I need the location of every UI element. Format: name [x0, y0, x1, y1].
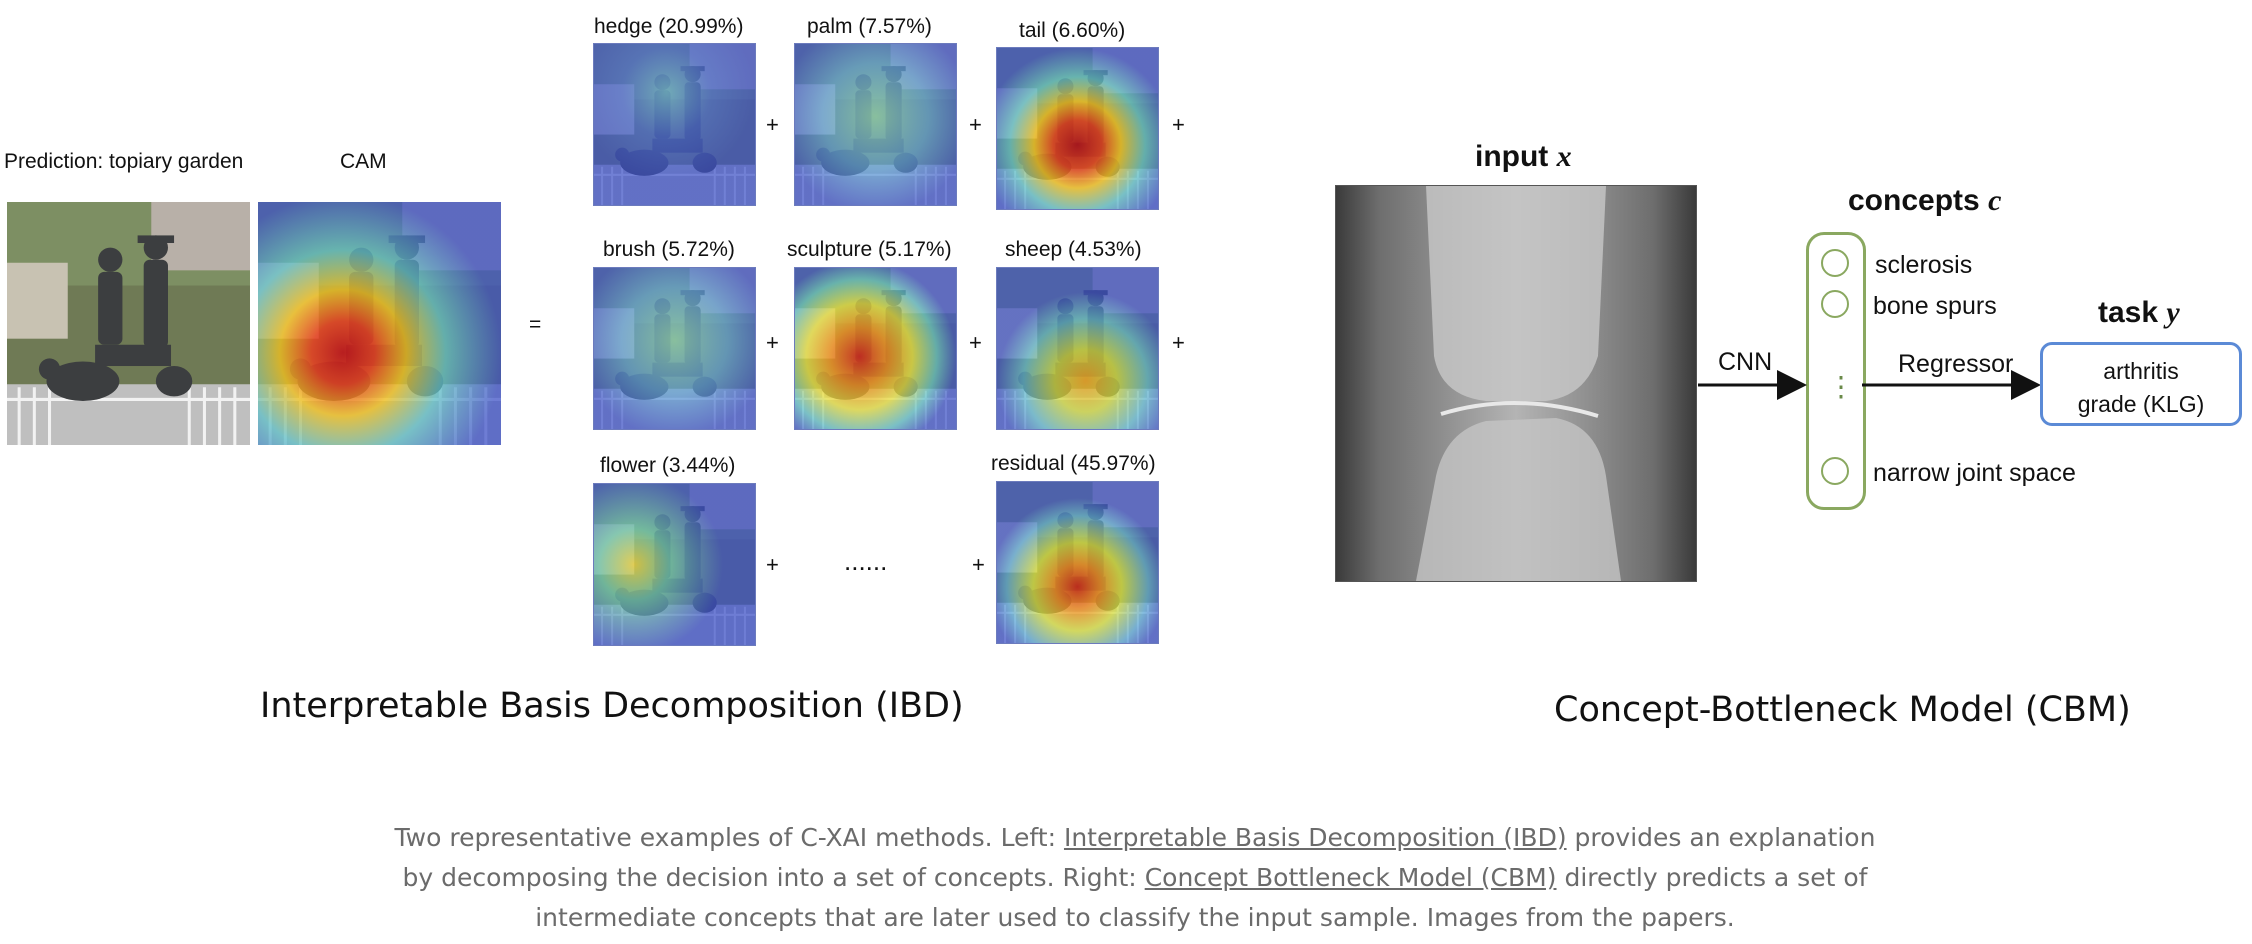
tile-label-hedge: hedge (20.99%): [594, 15, 744, 38]
plus-sign: +: [766, 330, 779, 355]
tile-flower: [593, 483, 756, 646]
concept-node: [1821, 457, 1849, 485]
ibd-link[interactable]: Interpretable Basis Decomposition (IBD): [1063, 823, 1567, 852]
tile-residual: [996, 481, 1159, 644]
plus-sign: +: [766, 552, 779, 577]
concept-narrow-joint-space: narrow joint space: [1873, 459, 2076, 487]
task-output-line2: grade (KLG): [2077, 391, 2205, 417]
tile-sculpture: [794, 267, 957, 430]
tile-label-residual: residual (45.97%): [991, 452, 1156, 475]
concept-node: [1821, 290, 1849, 318]
tile-label-sculpture: sculpture (5.17%): [787, 238, 952, 261]
tile-label-brush: brush (5.72%): [603, 238, 735, 261]
plus-sign: +: [1172, 330, 1185, 355]
plus-sign: +: [972, 552, 985, 577]
caption-text: directly predicts a set of intermediate …: [535, 863, 1868, 932]
ibd-title: Interpretable Basis Decomposition (IBD): [260, 686, 964, 726]
concept-bone-spurs: bone spurs: [1873, 292, 1997, 320]
vertical-ellipsis: ⋮: [1827, 371, 1855, 402]
cbm-link[interactable]: Concept Bottleneck Model (CBM): [1144, 863, 1557, 892]
cam-label: CAM: [340, 150, 387, 173]
prediction-label: Prediction: topiary garden: [4, 150, 244, 173]
knee-xray: [1335, 185, 1697, 582]
caption-text: provides an explanation by decomposing t…: [402, 823, 1876, 892]
tile-label-flower: flower (3.44%): [600, 454, 736, 477]
plus-sign: +: [969, 330, 982, 355]
task-output-line1: arthritis: [2103, 358, 2179, 384]
task-output-box: arthritis grade (KLG): [2040, 342, 2242, 426]
caption-text: Two representative examples of C-XAI met…: [394, 823, 1064, 852]
tile-tail: [996, 47, 1159, 210]
tile-brush: [593, 267, 756, 430]
regressor-label: Regressor: [1898, 350, 2014, 378]
tile-hedge: [593, 43, 756, 206]
plus-sign: +: [969, 112, 982, 137]
input-photo: [7, 202, 250, 445]
task-label: task y: [2098, 296, 2180, 329]
tile-label-palm: palm (7.57%): [807, 15, 932, 38]
plus-sign: +: [766, 112, 779, 137]
plus-sign: +: [1172, 112, 1185, 137]
cam-heatmap: [258, 202, 501, 445]
concept-bottleneck: [1806, 232, 1866, 510]
cnn-label: CNN: [1718, 348, 1773, 376]
cbm-arrows: [1698, 370, 2041, 400]
input-label: input x: [1475, 140, 1572, 173]
equals-sign: =: [529, 313, 542, 336]
concept-node: [1821, 249, 1849, 277]
concepts-label: concepts c: [1848, 184, 2002, 217]
ellipsis: ......: [844, 546, 888, 576]
concept-sclerosis: sclerosis: [1875, 251, 1973, 279]
tile-label-tail: tail (6.60%): [1019, 19, 1126, 42]
tile-sheep: [996, 267, 1159, 430]
figure-caption: Two representative examples of C-XAI met…: [390, 818, 1880, 938]
tile-palm: [794, 43, 957, 206]
cbm-title: Concept-Bottleneck Model (CBM): [1554, 690, 2131, 730]
tile-label-sheep: sheep (4.53%): [1005, 238, 1142, 261]
